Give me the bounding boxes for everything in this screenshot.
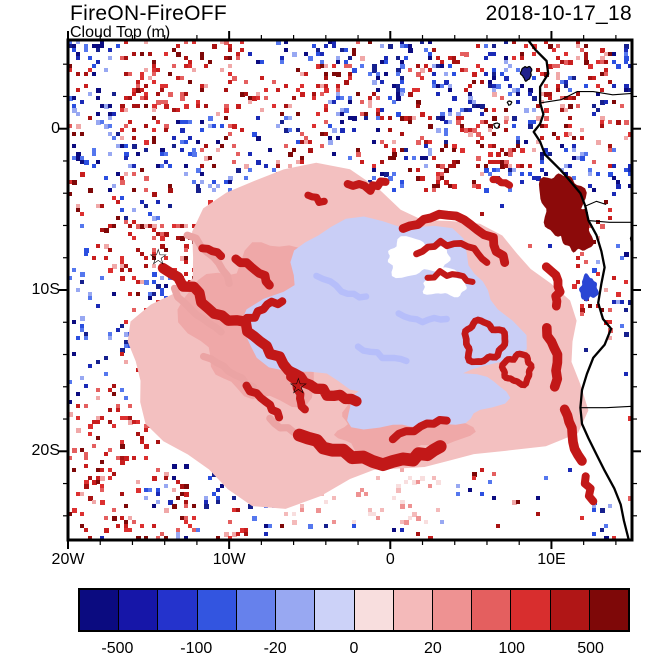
coast-dark-red-1 [538, 173, 587, 237]
field-filament [170, 284, 225, 336]
colorbar-tick-label: -500 [101, 640, 134, 657]
colorbar-segment [315, 590, 355, 630]
field-filament [286, 366, 309, 414]
lavender-core [241, 216, 527, 393]
field-filament [489, 175, 514, 189]
colorbar-segment [354, 590, 394, 630]
star-marker-2: ☆ [289, 375, 309, 400]
country-border [585, 200, 607, 207]
x-tick-label: 10E [537, 551, 566, 568]
colorbar-segment [511, 590, 551, 630]
field-filament [395, 310, 450, 326]
coast-blue-patch [579, 273, 599, 302]
field-filament [343, 177, 390, 195]
field-filament [313, 272, 370, 301]
field-filament [242, 381, 284, 422]
field-filament [398, 209, 510, 267]
field-filament [413, 237, 491, 266]
star-marker-1: ☆ [148, 245, 168, 270]
colorbar-segment [472, 590, 512, 630]
field-filament [304, 191, 328, 206]
plot-title: FireON-FireOFF [70, 2, 228, 25]
field-filament [424, 268, 476, 285]
coastline-layer [493, 40, 632, 540]
field-filament [157, 262, 362, 407]
africa-coastline [527, 40, 630, 540]
country-border [580, 405, 632, 409]
x-tick-label: 0 [385, 551, 395, 568]
island-markers: ☆☆ [148, 245, 308, 399]
colorbar-tick-label: 500 [577, 640, 604, 657]
field-filament [541, 262, 565, 311]
colorbar-segment [393, 590, 433, 630]
plot-timestamp: 2018-10-17_18 [485, 2, 632, 25]
colorbar-segment [550, 590, 590, 630]
x-tick-label: 20W [51, 551, 85, 568]
colorbar-segment [236, 590, 277, 630]
field-filaments [157, 175, 598, 506]
colorbar-segment [432, 590, 473, 630]
colorbar-segment [197, 590, 237, 630]
y-tick-label: 0 [51, 119, 60, 137]
y-tick-label: 10S [31, 281, 60, 298]
colorbar-tick-label: -100 [180, 640, 213, 657]
field-filament [238, 297, 287, 327]
field-filament [542, 323, 563, 392]
colorbar-segment [276, 590, 316, 630]
country-border [588, 220, 632, 223]
sao-tome-island [493, 122, 501, 129]
x-tick-label: 10W [212, 551, 246, 568]
red-ring [461, 316, 509, 366]
colorbar-tick-label: 20 [423, 640, 442, 657]
colorbar-segment [589, 590, 629, 630]
colorbar-tick-label: -20 [263, 640, 287, 657]
y-tick-label: 20S [31, 442, 60, 460]
colorbar-segment [158, 590, 198, 630]
plot-subtitle: Cloud Top (m) [70, 24, 171, 41]
field-filament [292, 428, 447, 472]
lavender-south [347, 349, 511, 430]
field-filament [183, 231, 233, 288]
principe-island [506, 100, 513, 106]
field-filament [231, 254, 274, 290]
country-border [540, 91, 632, 104]
field-filament [559, 404, 587, 466]
field-filament [354, 343, 410, 365]
colorbar [78, 588, 630, 632]
bioko-island [519, 65, 533, 82]
field-filament [388, 416, 451, 444]
field-filament [198, 244, 226, 261]
colorbar-segment [119, 590, 159, 630]
coast-dark-red-2 [559, 203, 594, 253]
country-border [629, 231, 632, 250]
colorbar-segment [80, 590, 120, 630]
colorbar-tick-label: 0 [349, 640, 359, 657]
field-layer: ☆☆ [68, 40, 632, 540]
field-filament [580, 472, 598, 506]
white-hole-1 [387, 236, 451, 279]
colorbar-tick-label: 100 [498, 640, 526, 657]
plot-frame [66, 38, 634, 542]
red-ring [498, 350, 535, 389]
